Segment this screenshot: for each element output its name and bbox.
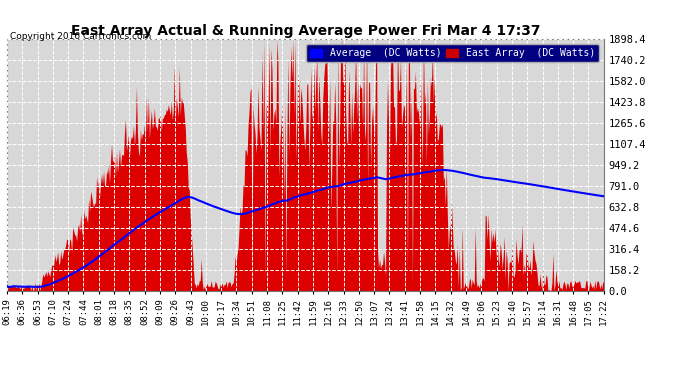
Text: Copyright 2016 Cartronics.com: Copyright 2016 Cartronics.com (10, 32, 152, 41)
Title: East Array Actual & Running Average Power Fri Mar 4 17:37: East Array Actual & Running Average Powe… (70, 24, 540, 38)
Legend: Average  (DC Watts), East Array  (DC Watts): Average (DC Watts), East Array (DC Watts… (306, 44, 599, 62)
